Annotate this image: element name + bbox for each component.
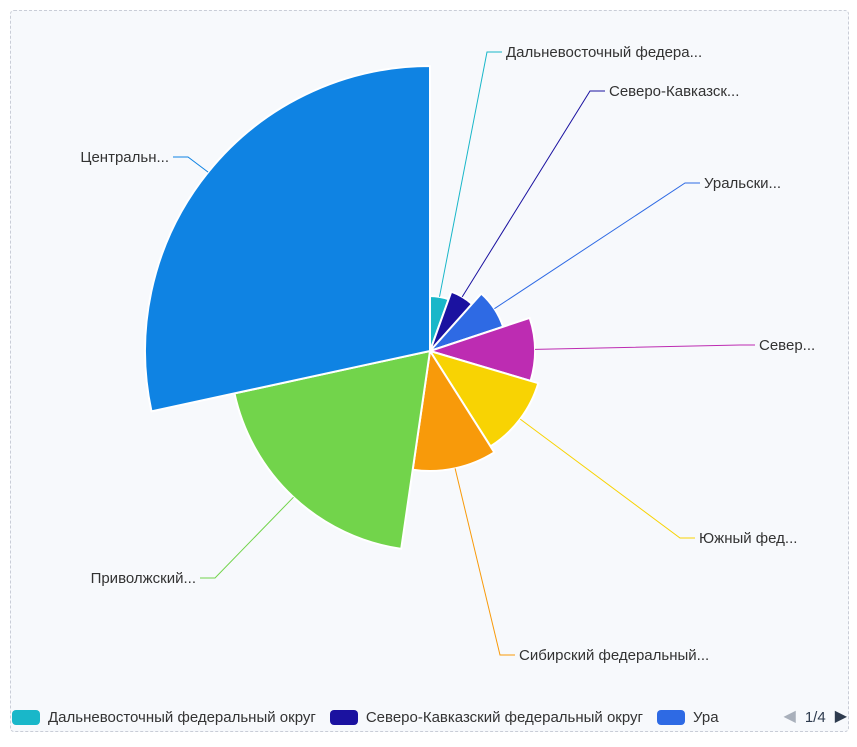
slice-callout-label-2: Уральски... (704, 175, 781, 192)
label-line-0 (439, 51, 502, 297)
legend-item-0[interactable]: Дальневосточный федеральный округ (12, 709, 316, 726)
slice-callout-label-1: Северо-Кавказск... (609, 83, 739, 100)
slice-callout-label-0: Дальневосточный федера... (506, 44, 702, 61)
legend-item-label: Северо-Кавказский федеральный округ (365, 708, 644, 726)
slice-callout-label-4: Южный фед... (699, 530, 797, 547)
legend-item-label: Ура (693, 708, 719, 726)
pie-slice-7[interactable] (144, 65, 431, 413)
legend-swatch-icon (657, 709, 686, 725)
pie-slice-5[interactable] (411, 350, 496, 472)
label-line-3 (534, 344, 755, 350)
label-line-1 (461, 90, 605, 298)
slice-callout-label-5: Сибирский федеральный... (519, 647, 709, 664)
legend-swatch-icon (12, 709, 40, 725)
label-line-5 (454, 468, 515, 656)
label-line-7 (173, 156, 209, 173)
label-line-6 (200, 496, 294, 579)
legend-item-label: Дальневосточный федеральный округ (48, 708, 316, 726)
legend-swatch-icon (329, 709, 358, 725)
legend-item-2[interactable]: Ура (657, 709, 719, 726)
pie-slice-4[interactable] (429, 350, 540, 448)
slice-callout-label-7: Центральн... (80, 149, 169, 166)
slice-callout-label-6: Приволжский... (91, 570, 196, 587)
legend-pager: ◀ 1/4 ▶ (784, 704, 847, 730)
label-line-2 (494, 182, 700, 310)
legend-item-1[interactable]: Северо-Кавказский федеральный округ (329, 708, 644, 726)
legend-page-indicator: 1/4 (804, 708, 826, 726)
legend-next-page-button[interactable]: ▶ (834, 708, 847, 725)
label-line-4 (519, 418, 695, 539)
legend-prev-page-button[interactable]: ◀ (783, 708, 796, 725)
slice-callout-label-3: Север... (759, 337, 815, 354)
pie-slice-6[interactable] (233, 350, 431, 550)
legend: Дальневосточный федеральный округ Северо-… (12, 704, 760, 730)
